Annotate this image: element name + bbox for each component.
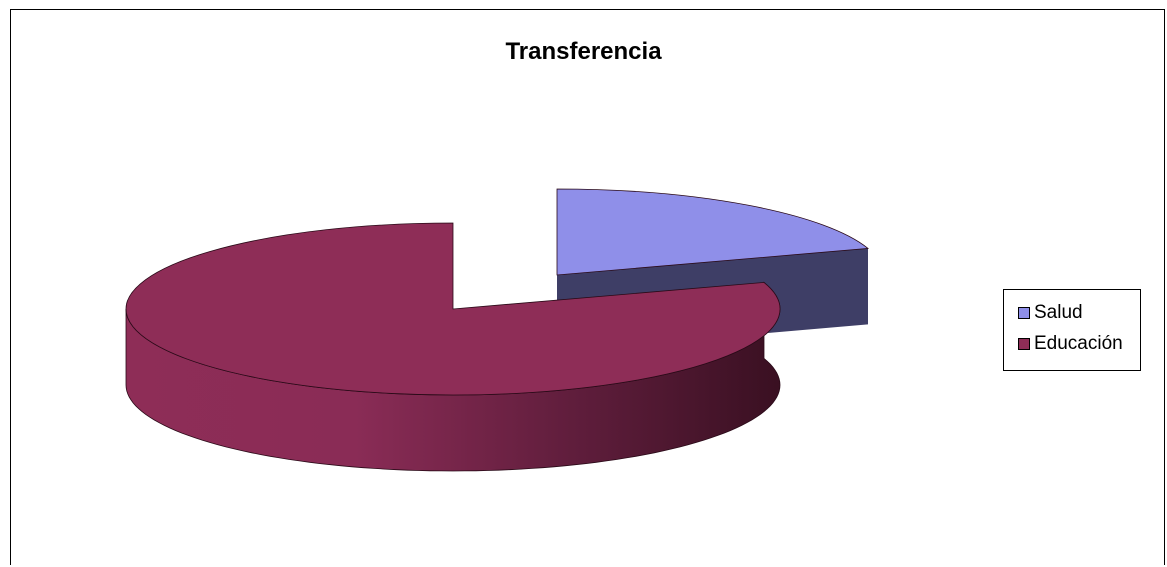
chart-title: Transferencia xyxy=(505,38,662,65)
chart-legend: Salud Educación xyxy=(1003,289,1141,371)
slice-salud xyxy=(556,188,870,276)
legend-item-educacion: Educación xyxy=(1018,333,1123,355)
legend-label-educacion: Educación xyxy=(1034,333,1123,354)
legend-item-salud: Salud xyxy=(1018,302,1083,324)
legend-swatch-educacion xyxy=(1018,338,1030,350)
legend-label-salud: Salud xyxy=(1034,302,1083,323)
slice-educacion xyxy=(125,222,781,396)
legend-swatch-salud xyxy=(1018,307,1030,319)
